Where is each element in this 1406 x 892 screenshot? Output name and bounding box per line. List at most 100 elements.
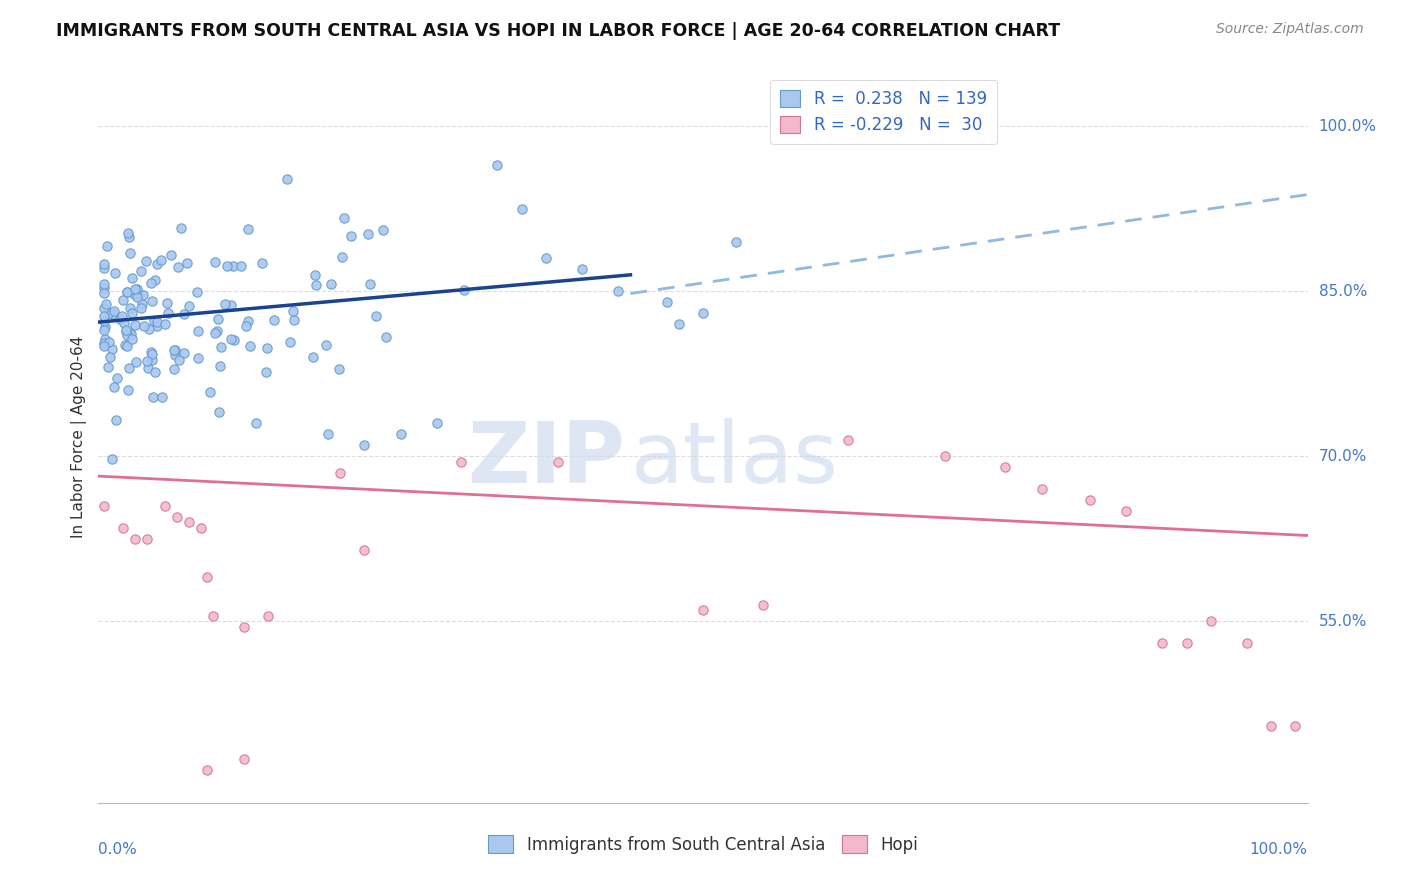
- Point: [145, 273, 167, 287]
- Point: [339, 228, 361, 243]
- Point: [96, 238, 118, 252]
- Point: [135, 532, 157, 546]
- Text: 0.0%: 0.0%: [98, 842, 138, 856]
- Point: [330, 250, 353, 264]
- Point: [93, 281, 115, 295]
- Point: [837, 433, 859, 447]
- Point: [186, 285, 208, 300]
- Point: [668, 318, 690, 332]
- Point: [328, 361, 350, 376]
- Point: [124, 318, 146, 333]
- Point: [235, 319, 257, 334]
- Point: [357, 227, 380, 242]
- Point: [426, 417, 449, 431]
- Point: [163, 343, 186, 357]
- Text: IMMIGRANTS FROM SOUTH CENTRAL ASIA VS HOPI IN LABOR FORCE | AGE 20-64 CORRELATIO: IMMIGRANTS FROM SOUTH CENTRAL ASIA VS HO…: [56, 22, 1060, 40]
- Point: [214, 296, 236, 310]
- Point: [1199, 615, 1222, 629]
- Point: [141, 352, 163, 367]
- Point: [1175, 636, 1198, 650]
- Point: [93, 314, 115, 328]
- Text: 85.0%: 85.0%: [1319, 284, 1367, 299]
- Point: [486, 158, 509, 172]
- Point: [316, 427, 339, 442]
- Point: [115, 323, 138, 337]
- Point: [208, 405, 231, 419]
- Point: [117, 226, 139, 240]
- Point: [93, 285, 115, 300]
- Point: [98, 306, 121, 320]
- Point: [97, 360, 120, 375]
- Point: [101, 343, 124, 357]
- Point: [135, 354, 157, 368]
- Point: [98, 350, 121, 364]
- Point: [115, 324, 138, 338]
- Point: [121, 271, 143, 285]
- Point: [389, 427, 412, 442]
- Point: [176, 256, 198, 270]
- Point: [301, 351, 323, 365]
- Point: [129, 301, 152, 315]
- Point: [198, 384, 221, 399]
- Point: [655, 295, 678, 310]
- Point: [111, 293, 134, 307]
- Text: Source: ZipAtlas.com: Source: ZipAtlas.com: [1216, 22, 1364, 37]
- Point: [375, 329, 398, 343]
- Text: atlas: atlas: [630, 417, 838, 500]
- Point: [141, 277, 163, 291]
- Point: [131, 297, 153, 311]
- Point: [304, 268, 326, 282]
- Point: [692, 603, 714, 617]
- Point: [510, 202, 533, 216]
- Point: [131, 264, 153, 278]
- Point: [122, 287, 145, 301]
- Point: [319, 277, 342, 291]
- Y-axis label: In Labor Force | Age 20-64: In Labor Force | Age 20-64: [72, 336, 87, 538]
- Point: [222, 259, 245, 273]
- Point: [332, 211, 354, 226]
- Point: [179, 516, 201, 530]
- Point: [124, 282, 146, 296]
- Point: [104, 266, 127, 280]
- Point: [110, 312, 132, 326]
- Point: [256, 342, 278, 356]
- Point: [115, 285, 138, 299]
- Point: [179, 300, 201, 314]
- Point: [153, 499, 176, 513]
- Point: [117, 339, 139, 353]
- Point: [159, 248, 181, 262]
- Point: [450, 455, 472, 469]
- Point: [118, 246, 141, 260]
- Point: [207, 311, 229, 326]
- Point: [167, 352, 190, 367]
- Point: [150, 390, 173, 404]
- Point: [120, 326, 142, 341]
- Point: [145, 315, 167, 329]
- Point: [135, 254, 157, 268]
- Point: [254, 365, 277, 379]
- Point: [329, 466, 352, 480]
- Point: [204, 326, 226, 340]
- Point: [153, 318, 176, 332]
- Point: [112, 316, 135, 330]
- Legend: Immigrants from South Central Asia, Hopi: Immigrants from South Central Asia, Hopi: [482, 829, 924, 860]
- Point: [94, 319, 117, 334]
- Point: [141, 293, 163, 308]
- Point: [195, 570, 218, 584]
- Text: 100.0%: 100.0%: [1250, 842, 1308, 856]
- Point: [117, 328, 139, 343]
- Point: [1031, 483, 1053, 497]
- Point: [97, 335, 120, 350]
- Point: [93, 277, 115, 292]
- Point: [143, 365, 166, 379]
- Point: [93, 323, 115, 337]
- Point: [120, 301, 142, 316]
- Point: [353, 438, 375, 452]
- Point: [239, 339, 262, 353]
- Point: [222, 334, 245, 348]
- Point: [93, 339, 115, 353]
- Point: [94, 332, 117, 346]
- Point: [118, 360, 141, 375]
- Point: [101, 307, 124, 321]
- Point: [157, 306, 180, 320]
